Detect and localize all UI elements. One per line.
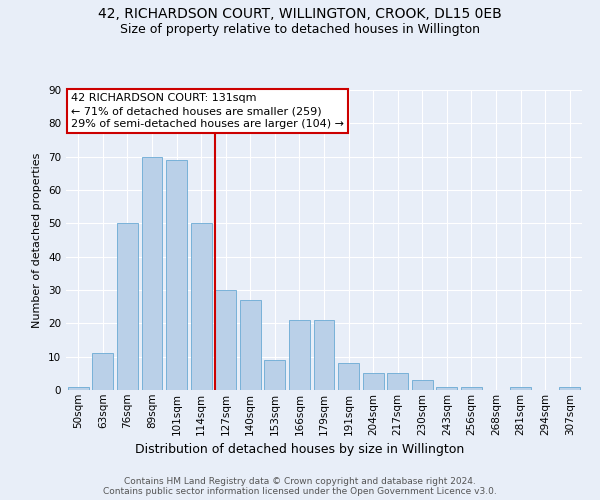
Bar (387, 374, 408, 390)
Y-axis label: Number of detached properties: Number of detached properties (32, 152, 43, 328)
Bar (510, 386, 531, 390)
Text: Contains public sector information licensed under the Open Government Licence v3: Contains public sector information licen… (103, 488, 497, 496)
Bar (265, 360, 286, 390)
Bar (92, 354, 113, 390)
Text: Size of property relative to detached houses in Willington: Size of property relative to detached ho… (120, 22, 480, 36)
Bar (117, 224, 138, 390)
Text: 42 RICHARDSON COURT: 131sqm
← 71% of detached houses are smaller (259)
29% of se: 42 RICHARDSON COURT: 131sqm ← 71% of det… (71, 93, 344, 130)
Bar (215, 290, 236, 390)
Bar (240, 300, 261, 390)
Bar (191, 224, 212, 390)
Bar (68, 386, 89, 390)
Bar (142, 156, 163, 390)
Text: 42, RICHARDSON COURT, WILLINGTON, CROOK, DL15 0EB: 42, RICHARDSON COURT, WILLINGTON, CROOK,… (98, 8, 502, 22)
Bar (362, 374, 383, 390)
Text: Distribution of detached houses by size in Willington: Distribution of detached houses by size … (136, 442, 464, 456)
Bar (559, 386, 580, 390)
Text: Contains HM Land Registry data © Crown copyright and database right 2024.: Contains HM Land Registry data © Crown c… (124, 478, 476, 486)
Bar (461, 386, 482, 390)
Bar (436, 386, 457, 390)
Bar (314, 320, 334, 390)
Bar (166, 160, 187, 390)
Bar (338, 364, 359, 390)
Bar (412, 380, 433, 390)
Bar (289, 320, 310, 390)
